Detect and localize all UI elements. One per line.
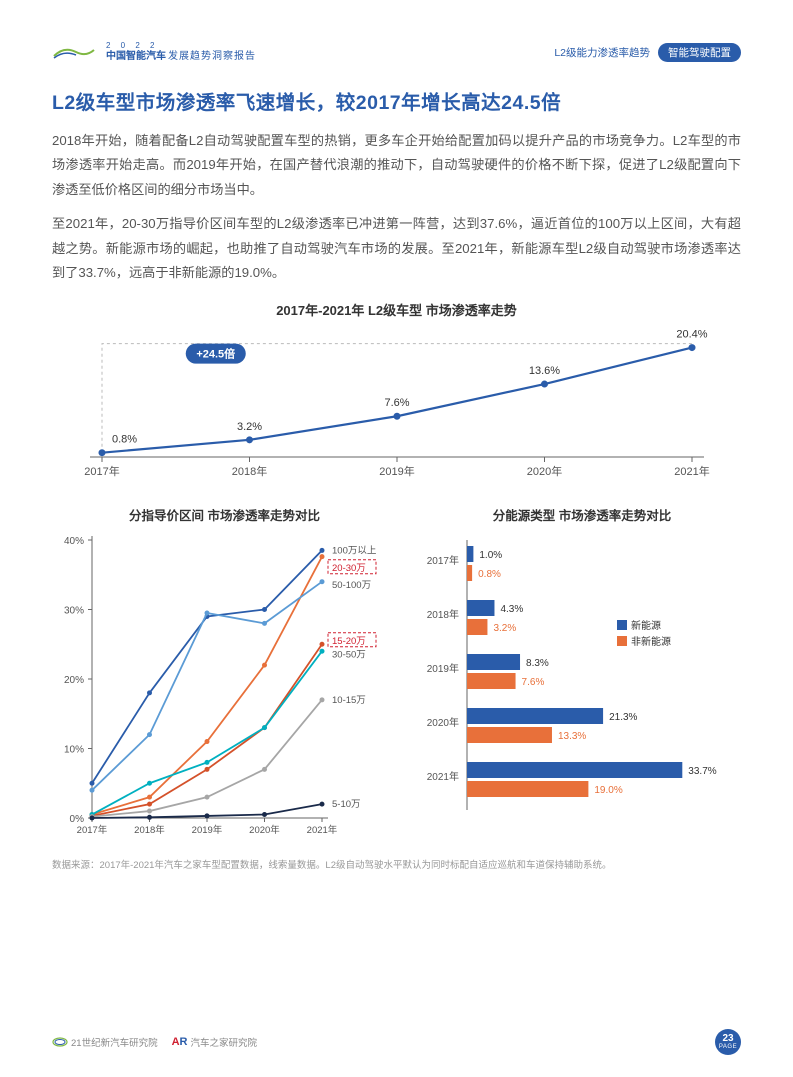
svg-text:2020年: 2020年 <box>249 824 280 836</box>
svg-text:2018年: 2018年 <box>232 464 267 478</box>
svg-text:19.0%: 19.0% <box>594 785 622 796</box>
svg-text:30%: 30% <box>64 605 84 616</box>
svg-text:新能源: 新能源 <box>631 619 661 632</box>
svg-text:2017年: 2017年 <box>427 554 459 567</box>
svg-text:4.3%: 4.3% <box>500 604 523 615</box>
svg-text:2021年: 2021年 <box>427 770 459 783</box>
svg-text:2018年: 2018年 <box>134 824 165 836</box>
svg-text:+24.5倍: +24.5倍 <box>196 346 235 360</box>
paragraph-1: 2018年开始，随着配备L2自动驾驶配置车型的热销，更多车企开始给配置加码以提升… <box>52 129 741 202</box>
svg-text:20%: 20% <box>64 675 84 686</box>
svg-text:1.0%: 1.0% <box>479 550 502 561</box>
chart1-title: 2017年-2021年 L2级车型 市场渗透率走势 <box>52 300 741 319</box>
svg-text:100万以上: 100万以上 <box>332 545 377 556</box>
svg-text:非新能源: 非新能源 <box>631 635 671 648</box>
svg-text:40%: 40% <box>64 536 84 547</box>
svg-text:2021年: 2021年 <box>674 464 709 478</box>
svg-text:5-10万: 5-10万 <box>332 799 361 810</box>
logo-year: 2 0 2 2 <box>106 42 256 51</box>
svg-text:2019年: 2019年 <box>192 824 223 836</box>
page-title: L2级车型市场渗透率飞速增长，较2017年增长高达24.5倍 <box>52 86 741 115</box>
svg-text:2018年: 2018年 <box>427 608 459 621</box>
logo-title: 中国智能汽车 <box>106 51 166 62</box>
svg-text:20-30万: 20-30万 <box>332 562 366 573</box>
svg-text:21.3%: 21.3% <box>609 712 637 723</box>
svg-text:15-20万: 15-20万 <box>332 635 366 646</box>
footer-logo1-icon <box>52 1036 68 1048</box>
footer-logos: 21世纪新汽车研究院 AR 汽车之家研究院 <box>52 1035 257 1049</box>
svg-text:20.4%: 20.4% <box>676 328 707 340</box>
svg-text:0.8%: 0.8% <box>478 569 501 580</box>
data-source-note: 数据来源：2017年-2021年汽车之家车型配置数据，线索量数据。L2级自动驾驶… <box>52 857 741 871</box>
svg-text:0.8%: 0.8% <box>112 433 137 445</box>
tag-config: 智能驾驶配置 <box>658 43 741 62</box>
tag-trend: L2级能力渗透率趋势 <box>554 45 650 60</box>
svg-text:2021年: 2021年 <box>307 824 338 836</box>
svg-text:50-100万: 50-100万 <box>332 580 371 591</box>
svg-text:3.2%: 3.2% <box>493 623 516 634</box>
svg-text:10-15万: 10-15万 <box>332 694 366 705</box>
chart1-line-trend: 2017年 2018年 2019年 2020年 2021年 0.8% 3.2% 7.6% 13.… <box>52 327 741 487</box>
footer-logo2-icon: AR <box>172 1036 188 1048</box>
svg-text:2020年: 2020年 <box>427 716 459 729</box>
logo-icon <box>52 44 100 60</box>
footer-logo2-text: 汽车之家研究院 <box>190 1035 257 1049</box>
report-logo: 2 0 2 2 中国智能汽车 发展趋势洞察报告 <box>52 42 256 62</box>
logo-subtitle: 发展趋势洞察报告 <box>168 51 256 62</box>
svg-text:2017年: 2017年 <box>84 464 119 478</box>
svg-text:2017年: 2017年 <box>77 824 108 836</box>
svg-text:10%: 10% <box>64 744 84 755</box>
svg-text:7.6%: 7.6% <box>384 397 409 409</box>
chart3-title: 分能源类型 市场渗透率走势对比 <box>417 505 747 524</box>
svg-text:13.6%: 13.6% <box>529 365 560 377</box>
chart3-energy-type: 分能源类型 市场渗透率走势对比 新能源非新能源 2017年 1.0% 0.8% 2018… <box>417 505 747 843</box>
svg-text:7.6%: 7.6% <box>522 677 545 688</box>
svg-text:0%: 0% <box>70 814 85 825</box>
header-tags: L2级能力渗透率趋势 智能驾驶配置 <box>554 43 741 62</box>
page-number-badge: 23 PAGE <box>715 1029 741 1055</box>
svg-text:2020年: 2020年 <box>527 464 562 478</box>
footer-logo1-text: 21世纪新汽车研究院 <box>71 1035 158 1049</box>
svg-text:13.3%: 13.3% <box>558 731 586 742</box>
page-number: 23 <box>722 1034 733 1044</box>
chart2-price-range: 分指导价区间 市场渗透率走势对比 0% 10% 20% 30% 40% 2017年 2018… <box>52 505 397 843</box>
svg-text:2019年: 2019年 <box>379 464 414 478</box>
svg-text:30-50万: 30-50万 <box>332 649 366 660</box>
paragraph-2: 至2021年，20-30万指导价区间车型的L2级渗透率已冲进第一阵营，达到37.… <box>52 212 741 285</box>
svg-text:8.3%: 8.3% <box>526 658 549 669</box>
svg-text:33.7%: 33.7% <box>688 766 716 777</box>
chart2-title: 分指导价区间 市场渗透率走势对比 <box>52 505 397 524</box>
svg-text:3.2%: 3.2% <box>237 420 262 432</box>
svg-text:2019年: 2019年 <box>427 662 459 675</box>
page-label: PAGE <box>719 1044 737 1050</box>
page-footer: 21世纪新汽车研究院 AR 汽车之家研究院 23 PAGE <box>52 1029 741 1055</box>
page-header: 2 0 2 2 中国智能汽车 发展趋势洞察报告 L2级能力渗透率趋势 智能驾驶配… <box>52 38 741 66</box>
